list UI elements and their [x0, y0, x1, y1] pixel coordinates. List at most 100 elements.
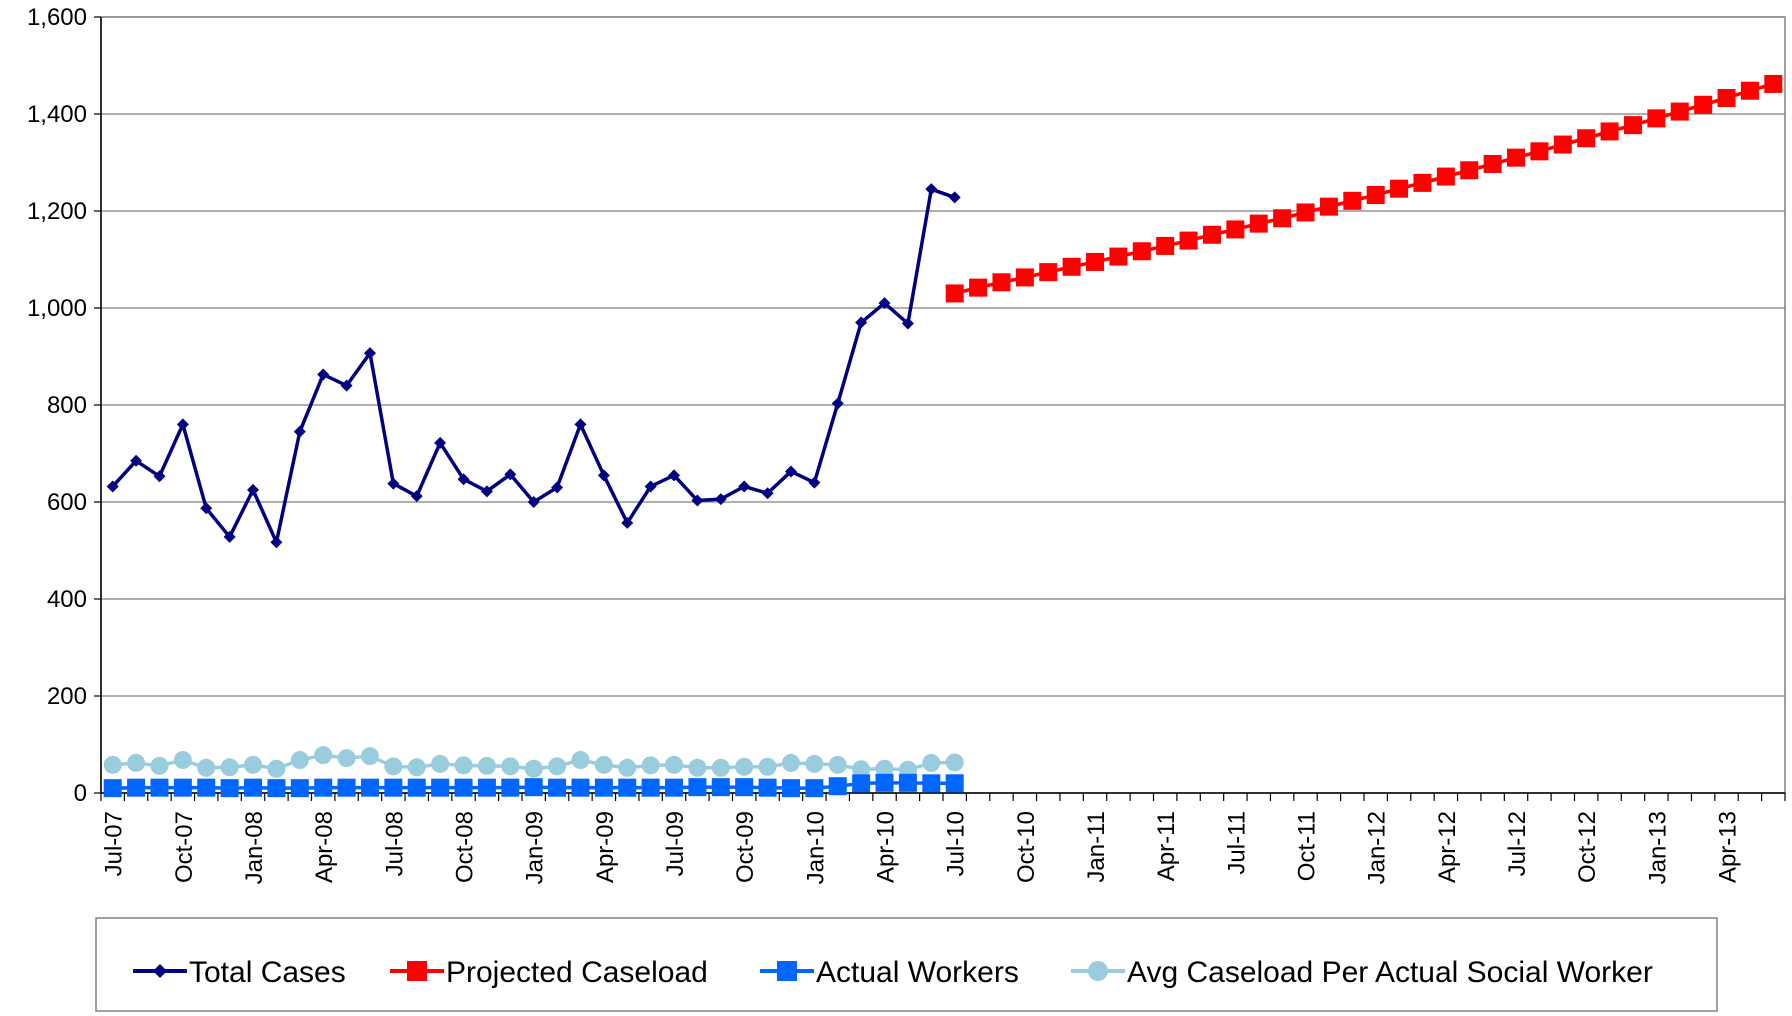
data-point-3	[711, 758, 730, 777]
data-point-0	[200, 502, 213, 515]
data-point-1	[1436, 167, 1455, 186]
data-point-0	[551, 481, 564, 494]
data-point-0	[761, 487, 774, 500]
data-point-1	[1413, 173, 1432, 192]
data-point-1	[1109, 247, 1128, 266]
data-point-2	[875, 773, 894, 792]
x-axis-ticks: Jul-07 Oct-07 Jan-08 Apr-08 Jul-08 Oct-08 Jan-…	[100, 793, 1786, 884]
data-point-0	[621, 516, 634, 529]
y-tick-label: 1,600	[27, 4, 87, 31]
data-point-3	[103, 755, 122, 774]
x-tick-label: Oct-11	[1294, 811, 1321, 881]
legend-label: Avg Caseload Per Actual Social Worker	[1127, 956, 1653, 989]
x-tick-label: Apr-10	[873, 811, 900, 883]
data-point-1	[1343, 191, 1362, 210]
data-point-2	[852, 774, 871, 793]
data-point-3	[805, 754, 824, 773]
data-point-0	[527, 496, 540, 508]
x-tick-label: Jul-10	[943, 811, 970, 876]
x-tick-label: Oct-08	[452, 811, 479, 883]
x-tick-label: Oct-09	[732, 811, 759, 883]
gridlines	[100, 16, 1786, 794]
data-point-0	[714, 493, 727, 506]
data-point-3	[688, 758, 707, 777]
data-point-1	[1670, 102, 1689, 121]
data-point-0	[901, 317, 914, 330]
data-point-3	[594, 755, 613, 774]
data-point-2	[197, 778, 216, 797]
x-tick-label: Jan-11	[1083, 811, 1110, 883]
data-point-1	[1460, 161, 1479, 180]
data-point-2	[524, 778, 543, 797]
x-tick-label: Oct-10	[1013, 811, 1040, 883]
data-point-2	[711, 778, 730, 797]
x-tick-label: Jul-11	[1223, 811, 1250, 875]
data-point-1	[1740, 81, 1759, 100]
data-point-3	[781, 753, 800, 772]
data-point-2	[384, 778, 403, 797]
data-point-1	[1015, 268, 1034, 287]
data-point-0	[410, 490, 423, 503]
data-point-3	[127, 753, 146, 772]
data-point-0	[738, 480, 751, 493]
data-point-0	[480, 485, 493, 498]
data-point-1	[1226, 220, 1245, 239]
data-point-0	[317, 368, 330, 381]
data-point-2	[477, 778, 496, 797]
data-point-0	[597, 469, 610, 482]
data-point-1	[1764, 74, 1783, 93]
data-point-0	[340, 379, 353, 392]
x-tick-label: Jan-10	[802, 811, 829, 884]
data-point-2	[828, 777, 847, 796]
data-point-3	[290, 751, 309, 770]
x-tick-label: Apr-09	[592, 811, 619, 883]
data-point-1	[1694, 95, 1713, 114]
data-point-1	[1296, 203, 1315, 222]
data-point-0	[644, 480, 657, 493]
data-point-3	[431, 754, 450, 773]
data-point-2	[922, 774, 941, 793]
data-point-3	[501, 757, 520, 776]
data-point-1	[1530, 142, 1549, 161]
data-point-2	[431, 778, 450, 797]
data-point-3	[735, 757, 754, 776]
data-point-0	[691, 494, 704, 507]
data-point-3	[828, 755, 847, 774]
data-point-1	[969, 278, 988, 297]
data-point-3	[618, 758, 637, 777]
data-point-1	[945, 284, 964, 303]
y-tick-label: 0	[74, 780, 87, 807]
x-tick-label: Oct-07	[171, 811, 198, 883]
y-tick-label: 1,200	[27, 198, 87, 225]
data-point-2	[758, 778, 777, 797]
x-tick-label: Apr-12	[1434, 811, 1461, 883]
data-point-3	[665, 755, 684, 774]
data-point-3	[548, 757, 567, 776]
y-axis-ticks: 0 200 400 600 800 1,000 1,200 1,400 1,600	[27, 4, 101, 807]
data-point-2	[805, 779, 824, 798]
data-point-3	[524, 759, 543, 778]
data-point-0	[504, 468, 517, 481]
data-point-0	[668, 469, 681, 482]
data-point-2	[267, 779, 286, 798]
x-tick-label: Jul-12	[1504, 811, 1531, 876]
data-point-0	[808, 476, 821, 489]
data-point-1	[1577, 129, 1596, 148]
y-tick-label: 600	[47, 489, 87, 516]
data-point-2	[688, 778, 707, 797]
data-point-1	[1319, 197, 1338, 216]
x-tick-label: Jan-13	[1644, 811, 1671, 884]
data-point-2	[150, 778, 169, 797]
y-tick-label: 800	[47, 392, 87, 419]
data-point-2	[220, 779, 239, 798]
legend-label: Actual Workers	[816, 956, 1019, 989]
data-point-2	[571, 778, 590, 797]
data-point-3	[945, 753, 964, 772]
data-point-3	[875, 759, 894, 778]
data-point-2	[314, 778, 333, 797]
data-point-1	[1156, 236, 1175, 255]
data-point-0	[363, 347, 376, 360]
legend: Total Cases Projected Caseload Actual Work…	[95, 917, 1718, 1012]
data-point-1	[1366, 185, 1385, 204]
